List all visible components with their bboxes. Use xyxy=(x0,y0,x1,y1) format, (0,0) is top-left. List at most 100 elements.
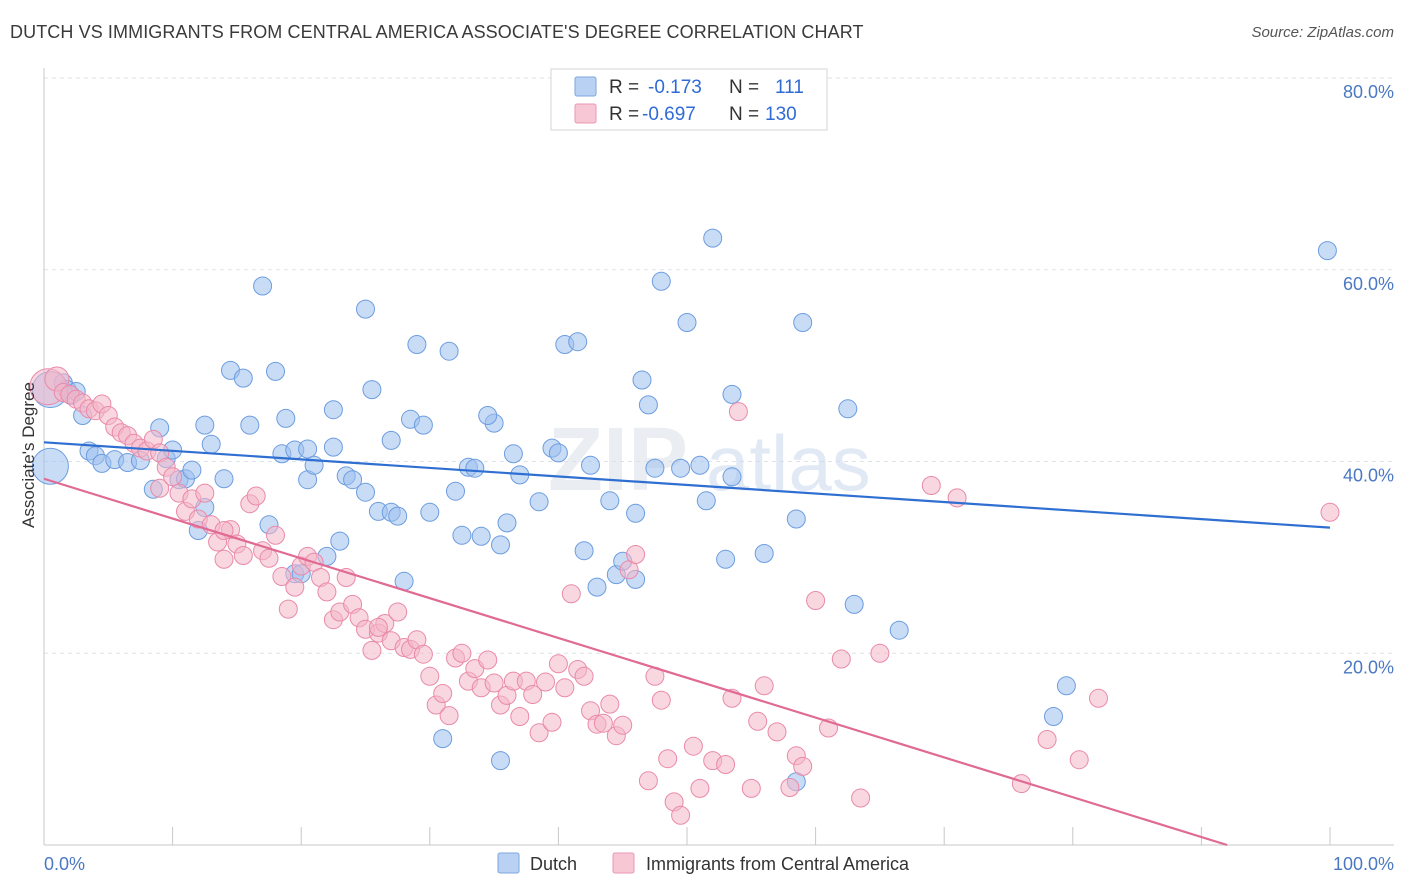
cam-point xyxy=(1037,730,1057,749)
cam-point xyxy=(523,685,543,704)
cam-point xyxy=(529,723,549,743)
y-tick-labels: 20.0% 40.0% 60.0% 80.0% xyxy=(1343,82,1394,677)
dutch-point xyxy=(439,341,459,361)
grid-lines xyxy=(44,77,1394,654)
cam-point xyxy=(574,666,594,686)
dutch-point xyxy=(266,361,285,381)
y-tick-label-80: 80.0% xyxy=(1343,82,1394,102)
dutch-point xyxy=(838,399,858,419)
dutch-point xyxy=(323,400,343,420)
legend-r-label-dutch: R = xyxy=(609,77,639,98)
dutch-point xyxy=(671,458,691,478)
cam-point xyxy=(285,577,305,597)
series-central-america xyxy=(29,366,1340,825)
dutch-point xyxy=(362,380,382,400)
dutch-point xyxy=(491,751,510,771)
dutch-point xyxy=(298,439,318,459)
cam-point xyxy=(195,483,215,503)
y-tick-label-40: 40.0% xyxy=(1343,466,1394,486)
cam-point xyxy=(613,715,633,735)
cam-point xyxy=(870,643,890,663)
legend-n-value-cam: 130 xyxy=(765,104,797,125)
cam-point xyxy=(542,712,562,732)
dutch-point xyxy=(201,434,221,454)
trend-lines xyxy=(43,441,1331,847)
cam-point xyxy=(1089,688,1108,708)
cam-point xyxy=(561,584,581,604)
dutch-point xyxy=(182,460,202,480)
series-legend: Dutch Immigrants from Central America xyxy=(497,852,910,874)
cam-point xyxy=(780,778,800,797)
cam-point xyxy=(278,599,298,619)
legend-r-label-cam: R = xyxy=(609,104,639,125)
legend-r-value-cam: -0.697 xyxy=(642,104,696,125)
cam-point xyxy=(478,650,498,670)
cam-point xyxy=(690,778,710,798)
dutch-point xyxy=(716,549,736,569)
dutch-point xyxy=(413,415,433,435)
cam-point xyxy=(716,755,736,774)
x-tick-label-min: 0.0% xyxy=(44,854,85,874)
cam-point xyxy=(246,486,266,506)
cam-point xyxy=(1320,502,1340,522)
dutch-point xyxy=(452,525,472,545)
dutch-point xyxy=(356,299,375,319)
dutch-point xyxy=(581,455,600,475)
legend-swatch-dutch xyxy=(574,76,597,97)
x-tick-label-max: 100.0% xyxy=(1333,854,1394,874)
cam-point xyxy=(638,771,658,791)
cam-point xyxy=(259,548,279,568)
dutch-point xyxy=(677,313,697,332)
dutch-point xyxy=(793,313,813,332)
dutch-point xyxy=(587,577,607,597)
dutch-point xyxy=(568,332,588,352)
bottom-legend-label-cam: Immigrants from Central America xyxy=(646,854,910,874)
cam-point xyxy=(626,545,646,564)
dutch-point xyxy=(844,594,864,614)
dutch-point xyxy=(276,408,296,428)
cam-point xyxy=(536,672,555,692)
y-axis-title: Associate's Degree xyxy=(19,382,38,528)
cam-point xyxy=(728,402,748,422)
legend-box xyxy=(550,68,828,131)
dutch-point xyxy=(754,544,774,563)
cam-point xyxy=(317,582,337,602)
cam-point xyxy=(272,567,292,586)
dutch-point xyxy=(626,503,646,523)
dutch-point xyxy=(356,482,375,502)
cam-point xyxy=(266,525,285,545)
cam-point xyxy=(362,640,382,660)
dutch-point xyxy=(343,470,363,490)
cam-point xyxy=(233,546,253,565)
cam-point xyxy=(433,684,453,703)
dutch-point xyxy=(696,491,716,511)
cam-point xyxy=(593,713,613,733)
cam-point xyxy=(600,694,620,714)
dutch-point xyxy=(446,481,465,501)
dutch-point xyxy=(529,492,549,512)
dutch-point xyxy=(1056,676,1076,696)
cam-point xyxy=(150,478,170,498)
cam-point xyxy=(683,736,703,756)
cam-point xyxy=(741,778,761,798)
dutch-point xyxy=(722,384,742,404)
dutch-point xyxy=(889,620,909,640)
cam-point xyxy=(851,788,871,808)
dutch-point xyxy=(703,228,723,248)
cam-point xyxy=(548,654,568,674)
dutch-point xyxy=(503,444,523,464)
dutch-point xyxy=(381,430,401,450)
legend-n-label-cam: N = xyxy=(729,104,759,125)
cam-point xyxy=(163,467,183,487)
cam-point xyxy=(484,673,504,693)
legend-n-label-dutch: N = xyxy=(729,77,759,98)
cam-point xyxy=(748,711,768,731)
cam-point xyxy=(831,649,851,669)
legend-r-value-dutch: -0.173 xyxy=(648,77,702,98)
chart-title: DUTCH VS IMMIGRANTS FROM CENTRAL AMERICA… xyxy=(10,22,864,42)
dutch-point xyxy=(600,491,620,511)
dutch-point xyxy=(478,406,498,425)
dutch-point xyxy=(786,509,806,529)
cam-point xyxy=(214,549,234,569)
